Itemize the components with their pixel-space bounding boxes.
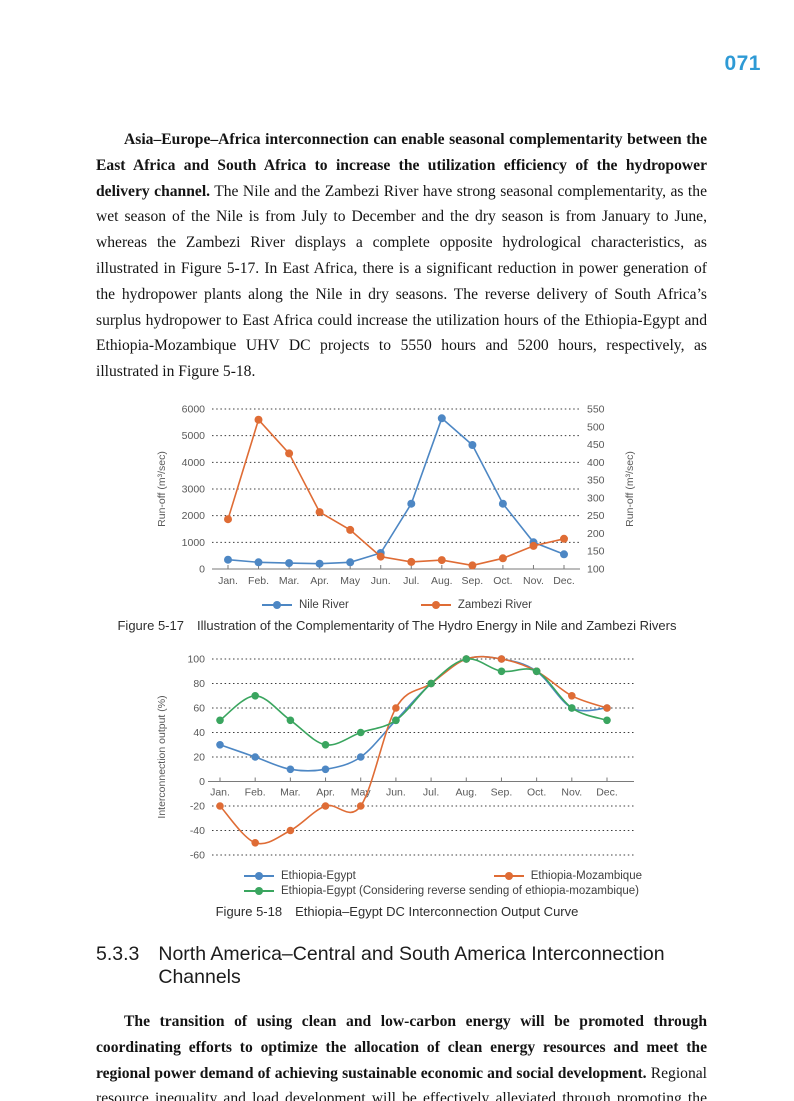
paragraph1-body: The Nile and the Zambezi River have stro… xyxy=(96,182,707,381)
svg-text:Run-off (m³/sec): Run-off (m³/sec) xyxy=(624,451,636,527)
svg-text:6000: 6000 xyxy=(182,403,206,415)
svg-text:400: 400 xyxy=(587,457,605,469)
svg-text:80: 80 xyxy=(193,678,205,690)
zambezi-river-legend-label: Zambezi River xyxy=(457,598,532,611)
series-ethiopia-egypt-considering-reverse-sendi xyxy=(216,655,611,749)
svg-text:Jan.: Jan. xyxy=(210,786,230,798)
svg-text:May: May xyxy=(340,575,361,587)
svg-text:Apr.: Apr. xyxy=(310,575,329,587)
svg-text:450: 450 xyxy=(587,439,605,451)
svg-text:-60: -60 xyxy=(190,849,205,861)
svg-text:Dec.: Dec. xyxy=(553,575,575,587)
svg-text:550: 550 xyxy=(587,403,605,415)
legend-item-ethiopia-egypt: Ethiopia-Egypt xyxy=(244,870,494,882)
ethiopia-egypt-legend-label: Ethiopia-Egypt xyxy=(281,869,356,882)
svg-text:2000: 2000 xyxy=(182,510,206,522)
svg-text:Nov.: Nov. xyxy=(561,786,582,798)
svg-text:-20: -20 xyxy=(190,800,205,812)
svg-text:350: 350 xyxy=(587,475,605,487)
series-ethiopia-egypt xyxy=(216,655,611,774)
svg-text:500: 500 xyxy=(587,421,605,433)
svg-text:200: 200 xyxy=(587,528,605,540)
svg-text:Nov.: Nov. xyxy=(523,575,544,587)
svg-text:100: 100 xyxy=(587,563,605,575)
figure-5-17-legend: Nile River Zambezi River xyxy=(0,599,794,611)
paragraph-transition-clean-energy: The transition of using clean and low-ca… xyxy=(96,1009,707,1101)
svg-text:Sep.: Sep. xyxy=(462,575,484,587)
svg-text:Jun.: Jun. xyxy=(386,786,406,798)
svg-text:20: 20 xyxy=(193,751,205,763)
svg-text:250: 250 xyxy=(587,510,605,522)
svg-text:0: 0 xyxy=(199,776,205,788)
section-title: North America–Central and South America … xyxy=(158,942,665,988)
svg-text:Apr.: Apr. xyxy=(316,786,335,798)
nile-river-legend-marker xyxy=(262,600,292,610)
svg-text:150: 150 xyxy=(587,546,605,558)
series-zambezi-river xyxy=(224,415,568,570)
svg-text:300: 300 xyxy=(587,492,605,504)
svg-text:Run-off (m³/sec): Run-off (m³/sec) xyxy=(156,451,168,527)
svg-text:Jul.: Jul. xyxy=(423,786,439,798)
figure-5-17: 0 1000 2000 3000 4000 5000 6000 100 150 200 250 300… xyxy=(0,399,794,633)
legend-item-zambezi-river: Zambezi River xyxy=(420,598,532,611)
figure-5-17-caption: Figure 5-17 Illustration of the Complemen… xyxy=(0,618,794,633)
figure-5-17-caption-text: Illustration of the Complementarity of T… xyxy=(196,617,677,633)
svg-text:Feb.: Feb. xyxy=(245,786,266,798)
figure-5-17-caption-label: Figure 5-17 xyxy=(117,617,184,633)
legend-row-2: Ethiopia-Egypt (Considering reverse send… xyxy=(152,885,642,897)
paragraph1-lead: Asia–Europe–Africa interconnection can e… xyxy=(96,131,707,200)
svg-text:40: 40 xyxy=(193,727,205,739)
figure-5-18-caption: Figure 5-18 Ethiopia–Egypt DC Interconnec… xyxy=(0,904,794,919)
nile-zambezi-runoff-chart: 0 1000 2000 3000 4000 5000 6000 100 150 200 250 300… xyxy=(156,403,636,587)
svg-text:Oct.: Oct. xyxy=(527,786,546,798)
ethiopia-mozambique-legend-label: Ethiopia-Mozambique xyxy=(530,869,642,882)
svg-text:Aug.: Aug. xyxy=(455,786,477,798)
figure-5-18-legend: Ethiopia-Egypt Ethiopia-Mozambique Ethio… xyxy=(152,870,642,897)
svg-text:1000: 1000 xyxy=(182,537,206,549)
svg-text:Jan.: Jan. xyxy=(218,575,238,587)
svg-text:Feb.: Feb. xyxy=(248,575,269,587)
svg-text:Jul.: Jul. xyxy=(403,575,419,587)
nile-river-legend-label: Nile River xyxy=(299,598,349,611)
svg-text:Interconnection output (%): Interconnection output (%) xyxy=(156,695,168,818)
figure-5-18-caption-text: Ethiopia–Egypt DC Interconnection Output… xyxy=(295,903,579,919)
ethiopia-mozambique-legend-marker xyxy=(493,871,524,881)
svg-text:Aug.: Aug. xyxy=(431,575,453,587)
svg-text:60: 60 xyxy=(193,702,205,714)
section-number: 5.3.3 xyxy=(96,942,140,965)
svg-text:-40: -40 xyxy=(190,825,205,837)
zambezi-river-legend-marker xyxy=(420,600,451,610)
svg-text:5000: 5000 xyxy=(182,430,206,442)
paragraph2-lead: The transition of using clean and low-ca… xyxy=(96,1012,707,1082)
svg-text:0: 0 xyxy=(199,563,205,575)
legend-item-ethiopia-egypt-reverse: Ethiopia-Egypt (Considering reverse send… xyxy=(244,885,639,897)
svg-text:Jun.: Jun. xyxy=(371,575,391,587)
figure-5-18: -60 -40 -20 0 20 40 60 80 100 Jan. Feb. Mar. Apr. May… xyxy=(0,651,794,919)
svg-text:Dec.: Dec. xyxy=(596,786,618,798)
legend-row-1: Ethiopia-Egypt Ethiopia-Mozambique xyxy=(152,870,642,882)
svg-text:Sep.: Sep. xyxy=(491,786,513,798)
paragraph2-body: Regional resource inequality and load de… xyxy=(96,1064,708,1101)
page-number: 071 xyxy=(724,52,761,75)
paragraph-asia-europe-africa: Asia–Europe–Africa interconnection can e… xyxy=(96,127,707,385)
svg-text:Mar.: Mar. xyxy=(279,575,299,587)
figure-5-18-caption-label: Figure 5-18 xyxy=(215,903,283,919)
svg-text:100: 100 xyxy=(187,653,205,665)
svg-text:Oct.: Oct. xyxy=(493,575,512,587)
ethiopia-egypt-reverse-legend-marker xyxy=(244,886,274,896)
series-nile-river xyxy=(224,414,568,568)
ethiopia-egypt-legend-marker xyxy=(244,871,274,881)
legend-item-ethiopia-mozambique: Ethiopia-Mozambique xyxy=(493,869,642,882)
svg-text:4000: 4000 xyxy=(182,457,206,469)
ethiopia-egypt-reverse-legend-label: Ethiopia-Egypt (Considering reverse send… xyxy=(281,884,639,897)
section-heading: 5.3.3 North America–Central and South Am… xyxy=(96,943,707,989)
svg-text:Mar.: Mar. xyxy=(280,786,300,798)
svg-text:3000: 3000 xyxy=(182,483,206,495)
legend-item-nile-river: Nile River xyxy=(262,599,349,611)
